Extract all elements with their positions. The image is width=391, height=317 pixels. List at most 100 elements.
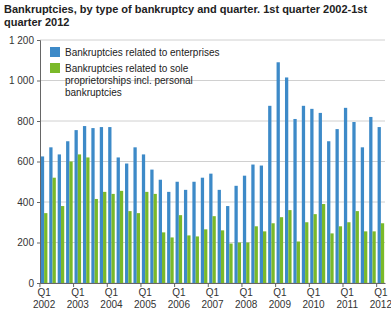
- y-tick-label: 0: [28, 278, 34, 289]
- x-tick-mark: [107, 283, 108, 287]
- y-tick-label: 600: [17, 156, 34, 167]
- bar: [117, 157, 120, 283]
- chart: Bankruptcies, by type of bankruptcy and …: [0, 0, 391, 317]
- bar: [293, 119, 296, 283]
- y-tick-mark: [37, 243, 40, 244]
- title: Bankruptcies, by type of bankruptcy and …: [4, 3, 367, 28]
- x-tick-mark: [39, 283, 40, 287]
- x-tick-label: Q12007: [201, 287, 224, 310]
- x-tick: Q12005: [134, 283, 157, 310]
- bar: [125, 164, 128, 283]
- bar: [120, 191, 123, 283]
- bar: [154, 194, 157, 283]
- bar: [243, 176, 246, 283]
- bar: [218, 190, 221, 283]
- x-tick-label: Q12012: [370, 287, 391, 310]
- bar: [238, 243, 241, 284]
- y-tick: 1 000: [9, 75, 40, 86]
- x-tick: Q12006: [168, 283, 191, 310]
- bar: [314, 214, 317, 283]
- bars: [41, 62, 384, 283]
- x-tick-label: Q12010: [302, 287, 325, 310]
- bar: [61, 206, 64, 283]
- x-tick-mark: [73, 283, 74, 287]
- x-tick-label: Q12011: [336, 287, 358, 310]
- bar: [260, 166, 263, 283]
- bar: [184, 190, 187, 283]
- grid: [40, 40, 385, 283]
- x-tick: Q12009: [269, 283, 292, 310]
- bar: [229, 244, 232, 283]
- bar: [277, 62, 280, 283]
- bar: [41, 156, 44, 283]
- bar: [159, 180, 162, 283]
- y-tick: 200: [17, 237, 40, 248]
- plot: 02004006008001 0001 200Q12002Q12003Q1200…: [9, 35, 391, 310]
- bar: [280, 217, 283, 283]
- bar: [335, 129, 338, 283]
- bar: [251, 165, 254, 283]
- y-tick-label: 400: [17, 197, 34, 208]
- legend-swatch: [50, 63, 60, 73]
- x-tick: Q12012: [370, 283, 391, 310]
- x-tick-mark: [174, 283, 175, 287]
- legend: Bankruptcies related to enterprises Bankr…: [50, 47, 220, 98]
- bar: [108, 127, 111, 283]
- bar: [369, 117, 372, 283]
- x-tick-mark: [376, 283, 377, 287]
- bar: [221, 230, 224, 283]
- bar: [179, 215, 182, 283]
- bar: [234, 186, 237, 283]
- x-tick: Q12004: [100, 283, 123, 310]
- bar: [302, 106, 305, 283]
- bar: [53, 178, 56, 283]
- bar: [95, 199, 98, 283]
- bar: [100, 127, 103, 283]
- bar: [170, 237, 173, 283]
- y-tick: 600: [17, 156, 40, 167]
- x-tick: Q12008: [235, 283, 258, 310]
- y-tick-label: 200: [17, 237, 34, 248]
- bar: [319, 113, 322, 283]
- x-tick: Q12011: [336, 283, 358, 310]
- bar: [83, 126, 86, 283]
- y-tick-mark: [37, 121, 40, 122]
- x-tick-label: Q12002: [33, 287, 56, 310]
- x-axis-line: [41, 283, 386, 284]
- x-axis: Q12002 Q12003 Q12004 Q12005 Q12006 Q12007 Q120…: [33, 283, 391, 310]
- bar: [58, 154, 61, 283]
- bar: [209, 174, 212, 283]
- bar: [145, 192, 148, 283]
- bar: [204, 229, 207, 283]
- bar: [44, 213, 47, 283]
- bar: [162, 232, 165, 283]
- bar: [263, 231, 266, 283]
- x-tick-mark: [208, 283, 209, 287]
- bar: [364, 231, 367, 283]
- legend-label: Bankruptcies related to enterprises: [65, 47, 220, 58]
- series: [44, 154, 384, 283]
- bar: [381, 223, 384, 283]
- bar: [271, 223, 274, 283]
- y-axis: 02004006008001 0001 200: [9, 35, 41, 289]
- bar: [142, 154, 145, 283]
- legend-item: Bankruptcies related to soleproprietorsh…: [50, 63, 193, 98]
- y-tick-mark: [37, 202, 40, 203]
- y-tick: 800: [17, 116, 40, 127]
- bar: [86, 157, 89, 283]
- x-tick: Q12003: [67, 283, 90, 310]
- bar: [201, 178, 204, 283]
- bar: [255, 226, 258, 283]
- bar: [176, 182, 179, 283]
- bar: [347, 222, 350, 283]
- bar: [128, 211, 131, 283]
- bar: [310, 109, 313, 283]
- bar: [187, 235, 190, 283]
- bar: [246, 243, 249, 284]
- y-tick-label: 800: [17, 116, 34, 127]
- y-tick-mark: [37, 81, 40, 82]
- y-tick-mark: [37, 40, 40, 41]
- grid-line: [40, 40, 385, 41]
- bar: [330, 233, 333, 283]
- y-axis-line: [37, 41, 41, 284]
